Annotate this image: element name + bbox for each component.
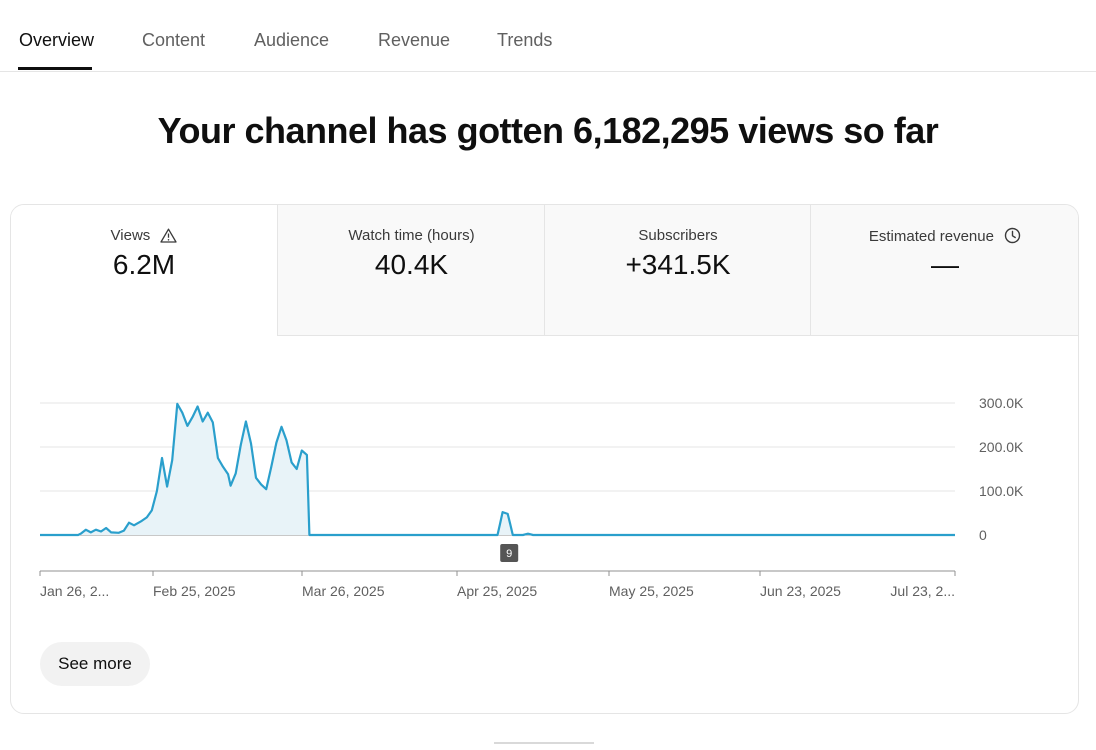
- tab-trends[interactable]: Trends: [497, 30, 553, 50]
- metric-views-value: 6.2M: [112, 249, 176, 280]
- metric-estimated-revenue[interactable]: Estimated revenue —: [810, 205, 1078, 336]
- active-tab-indicator: [18, 67, 92, 70]
- metric-revenue-value: —: [931, 249, 959, 280]
- metric-watch-time-value: 40.4K: [374, 249, 449, 280]
- x-tick-label: Apr 25, 2025: [457, 583, 537, 599]
- annotation-label: 9: [506, 548, 512, 560]
- metric-revenue-label-row: Estimated revenue: [811, 227, 1078, 248]
- metric-watch-time[interactable]: Watch time (hours) 40.4K: [277, 205, 545, 336]
- tab-content[interactable]: Content: [142, 30, 206, 50]
- annotation-marker: [500, 544, 519, 562]
- x-tick-label: Feb 25, 2025: [153, 583, 236, 599]
- overview-card: Views 6.2M Watch time (hours) 40.4K Subs…: [10, 204, 1079, 714]
- scroll-hint-bar: [494, 742, 594, 744]
- x-tick-label: Jun 23, 2025: [760, 583, 841, 599]
- views-chart-svg: 300.0K 200.0K 100.0K 0 9 Jan 26, 2... Feb 25, …: [39, 395, 1024, 599]
- metric-watch-time-label: Watch time (hours): [348, 227, 475, 244]
- metric-views-label: Views: [110, 227, 151, 244]
- see-more-button[interactable]: See more: [40, 642, 150, 686]
- analytics-tabs: Overview Content Audience Revenue Trends: [0, 0, 1096, 72]
- metric-subscribers-label: Subscribers: [638, 227, 718, 244]
- y-tick-label: 100.0K: [979, 483, 1024, 499]
- x-tick-label: Mar 26, 2025: [302, 583, 385, 599]
- tab-overview[interactable]: Overview: [19, 30, 95, 50]
- clock-icon: [1004, 227, 1021, 248]
- views-series-line: [40, 402, 955, 537]
- metric-views-label-row: Views: [11, 227, 277, 247]
- warning-icon: [160, 228, 178, 247]
- views-area-fill: [40, 403, 955, 535]
- y-tick-label: 200.0K: [979, 439, 1024, 455]
- metric-subscribers[interactable]: Subscribers +341.5K: [544, 205, 811, 336]
- metric-revenue-label: Estimated revenue: [868, 228, 994, 245]
- tab-revenue[interactable]: Revenue: [378, 30, 451, 50]
- views-chart: 300.0K 200.0K 100.0K 0 9 Jan 26, 2... Feb 25, …: [11, 335, 1078, 713]
- page-headline: Your channel has gotten 6,182,295 views …: [157, 110, 939, 151]
- x-tick-label: Jan 26, 2...: [40, 583, 109, 599]
- metric-subscribers-value: +341.5K: [625, 249, 731, 280]
- y-tick-label: 0: [979, 527, 987, 543]
- tab-audience[interactable]: Audience: [254, 30, 330, 50]
- y-tick-label: 300.0K: [979, 395, 1024, 411]
- x-tick-label: Jul 23, 2...: [890, 583, 955, 599]
- metric-views[interactable]: Views 6.2M: [11, 205, 277, 335]
- x-tick-label: May 25, 2025: [609, 583, 694, 599]
